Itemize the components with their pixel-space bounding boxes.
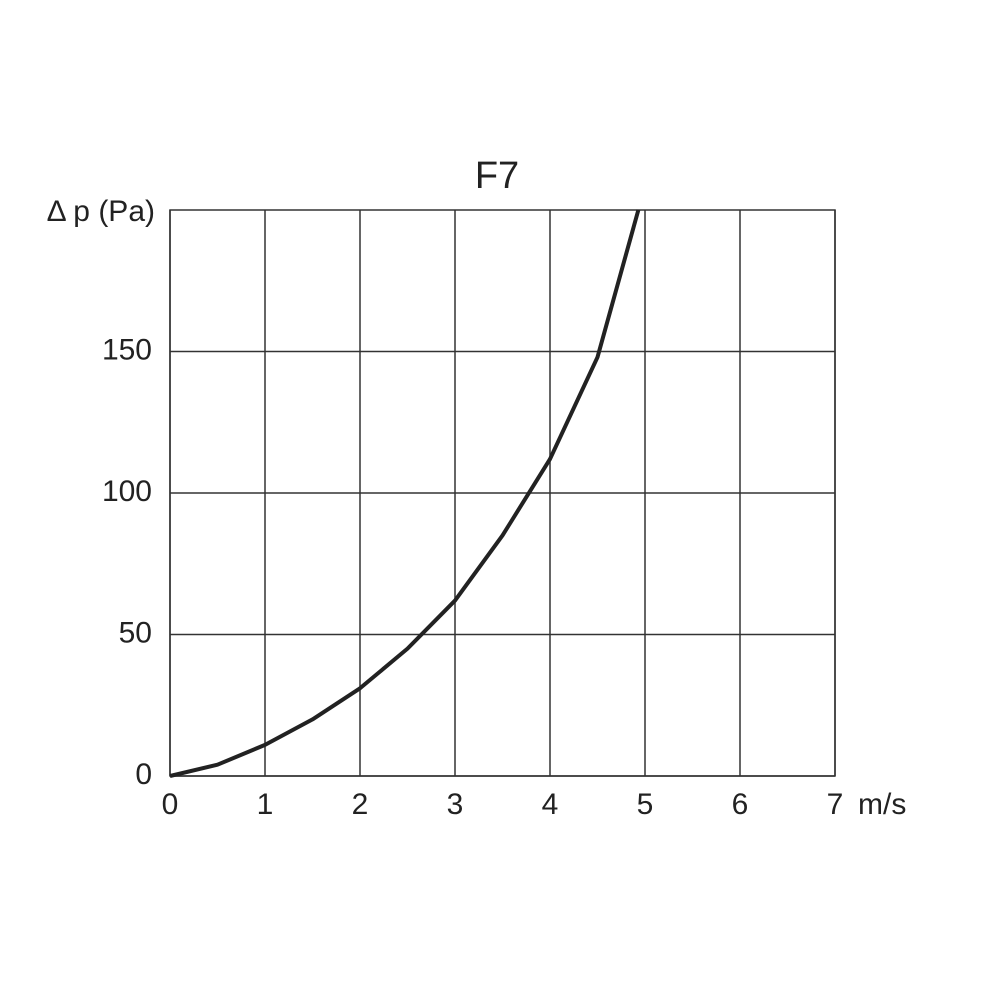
x-tick-label: 6	[732, 788, 749, 821]
x-tick-label: 0	[162, 788, 179, 821]
x-tick-label: 4	[542, 788, 559, 821]
pressure-curve	[169, 209, 641, 778]
x-axis-label: m/s	[858, 788, 906, 821]
x-tick-label: 7	[827, 788, 844, 821]
y-tick-label: 50	[119, 616, 152, 649]
y-tick-label: 150	[102, 333, 152, 366]
x-tick-label: 1	[257, 788, 274, 821]
x-tick-label: 5	[637, 788, 654, 821]
x-tick-label: 3	[447, 788, 464, 821]
y-tick-label: 0	[135, 758, 152, 791]
chart-title: F7	[475, 155, 519, 197]
y-tick-label: 100	[102, 475, 152, 508]
x-tick-label: 2	[352, 788, 369, 821]
y-axis-label: Δ p (Pa)	[47, 195, 155, 228]
